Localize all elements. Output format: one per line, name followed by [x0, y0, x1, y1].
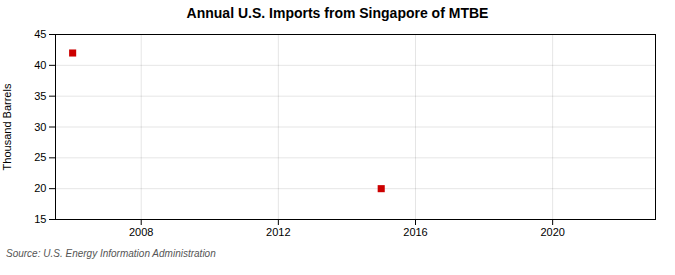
svg-text:20: 20: [34, 182, 46, 194]
svg-text:35: 35: [34, 90, 46, 102]
svg-text:25: 25: [34, 151, 46, 163]
svg-text:15: 15: [34, 213, 46, 225]
svg-text:45: 45: [34, 28, 46, 40]
svg-text:Thousand Barrels: Thousand Barrels: [1, 83, 13, 170]
svg-text:2008: 2008: [129, 226, 153, 238]
svg-text:2020: 2020: [540, 226, 564, 238]
html-text:Source: U.S. Energy Informatio: Source: U.S. Energy Information Administ…: [6, 248, 216, 259]
svg-text:30: 30: [34, 121, 46, 133]
svg-text:2016: 2016: [403, 226, 427, 238]
svg-text:2012: 2012: [266, 226, 290, 238]
svg-text:40: 40: [34, 59, 46, 71]
html-text:Annual U.S. Imports from Singa: Annual U.S. Imports from Singapore of MT…: [186, 5, 489, 21]
